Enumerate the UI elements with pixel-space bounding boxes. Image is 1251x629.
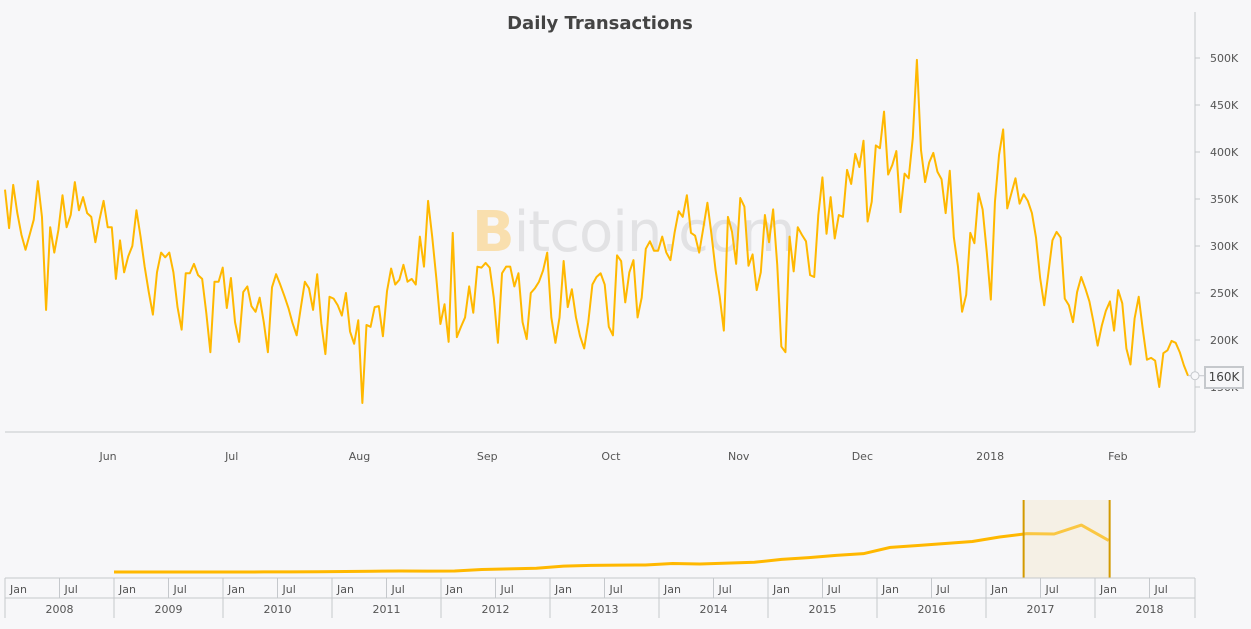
x-tick-label: Oct [601, 450, 621, 463]
navigator-year-label[interactable]: 2015 [809, 603, 837, 616]
x-tick-label: Aug [349, 450, 370, 463]
x-tick-label: Dec [852, 450, 873, 463]
navigator-year-label[interactable]: 2018 [1136, 603, 1164, 616]
navigator-year-label[interactable]: 2008 [46, 603, 74, 616]
navigator-month-label[interactable]: Jan [1099, 583, 1117, 596]
y-tick-label: 300K [1210, 240, 1239, 253]
navigator-year-label[interactable]: 2013 [591, 603, 619, 616]
navigator-month-label[interactable]: Jul [64, 583, 78, 596]
y-tick-label: 250K [1210, 287, 1239, 300]
navigator-year-label[interactable]: 2016 [918, 603, 946, 616]
y-tick-label: 350K [1210, 193, 1239, 206]
x-tick-label: Sep [477, 450, 498, 463]
y-tick-label: 200K [1210, 334, 1239, 347]
x-tick-label: Nov [728, 450, 750, 463]
navigator-month-label[interactable]: Jan [336, 583, 354, 596]
navigator-month-label[interactable]: Jul [827, 583, 841, 596]
y-tick-label: 500K [1210, 52, 1239, 65]
y-tick-label: 450K [1210, 99, 1239, 112]
x-tick-label: Jul [224, 450, 238, 463]
navigator-month-label[interactable]: Jul [173, 583, 187, 596]
navigator-month-label[interactable]: Jul [391, 583, 405, 596]
navigator-month-label[interactable]: Jan [772, 583, 790, 596]
watermark: Bitcoin.com [472, 200, 796, 265]
navigator-month-label[interactable]: Jan [9, 583, 27, 596]
navigator-month-label[interactable]: Jul [718, 583, 732, 596]
navigator-selection[interactable] [1023, 500, 1110, 578]
navigator-year-label[interactable]: 2010 [264, 603, 292, 616]
navigator-month-label[interactable]: Jan [227, 583, 245, 596]
navigator-month-label[interactable]: Jan [118, 583, 136, 596]
navigator-month-label[interactable]: Jan [554, 583, 572, 596]
x-tick-label: Feb [1108, 450, 1127, 463]
x-tick-label: 2018 [976, 450, 1004, 463]
navigator-month-label[interactable]: Jul [1154, 583, 1168, 596]
navigator-month-label[interactable]: Jan [990, 583, 1008, 596]
x-tick-label: Jun [98, 450, 116, 463]
navigator-month-label[interactable]: Jul [936, 583, 950, 596]
y-tick-label: 400K [1210, 146, 1239, 159]
navigator-month-label[interactable]: Jan [445, 583, 463, 596]
navigator-month-label[interactable]: Jan [881, 583, 899, 596]
navigator-series [113, 523, 1110, 574]
navigator-year-label[interactable]: 2009 [155, 603, 183, 616]
chart-title: Daily Transactions [507, 13, 693, 34]
navigator-year-label[interactable]: 2017 [1027, 603, 1055, 616]
navigator-year-label[interactable]: 2014 [700, 603, 728, 616]
navigator-month-label[interactable]: Jul [609, 583, 623, 596]
navigator-month-label[interactable]: Jan [663, 583, 681, 596]
navigator-year-label[interactable]: 2012 [482, 603, 510, 616]
crosshair-marker [1190, 371, 1200, 381]
navigator-month-label[interactable]: Jul [1045, 583, 1059, 596]
tooltip-value: 160K [1204, 366, 1244, 389]
navigator-month-label[interactable]: Jul [282, 583, 296, 596]
series-line [4, 58, 1189, 404]
navigator-year-label[interactable]: 2011 [373, 603, 401, 616]
navigator-month-label[interactable]: Jul [500, 583, 514, 596]
